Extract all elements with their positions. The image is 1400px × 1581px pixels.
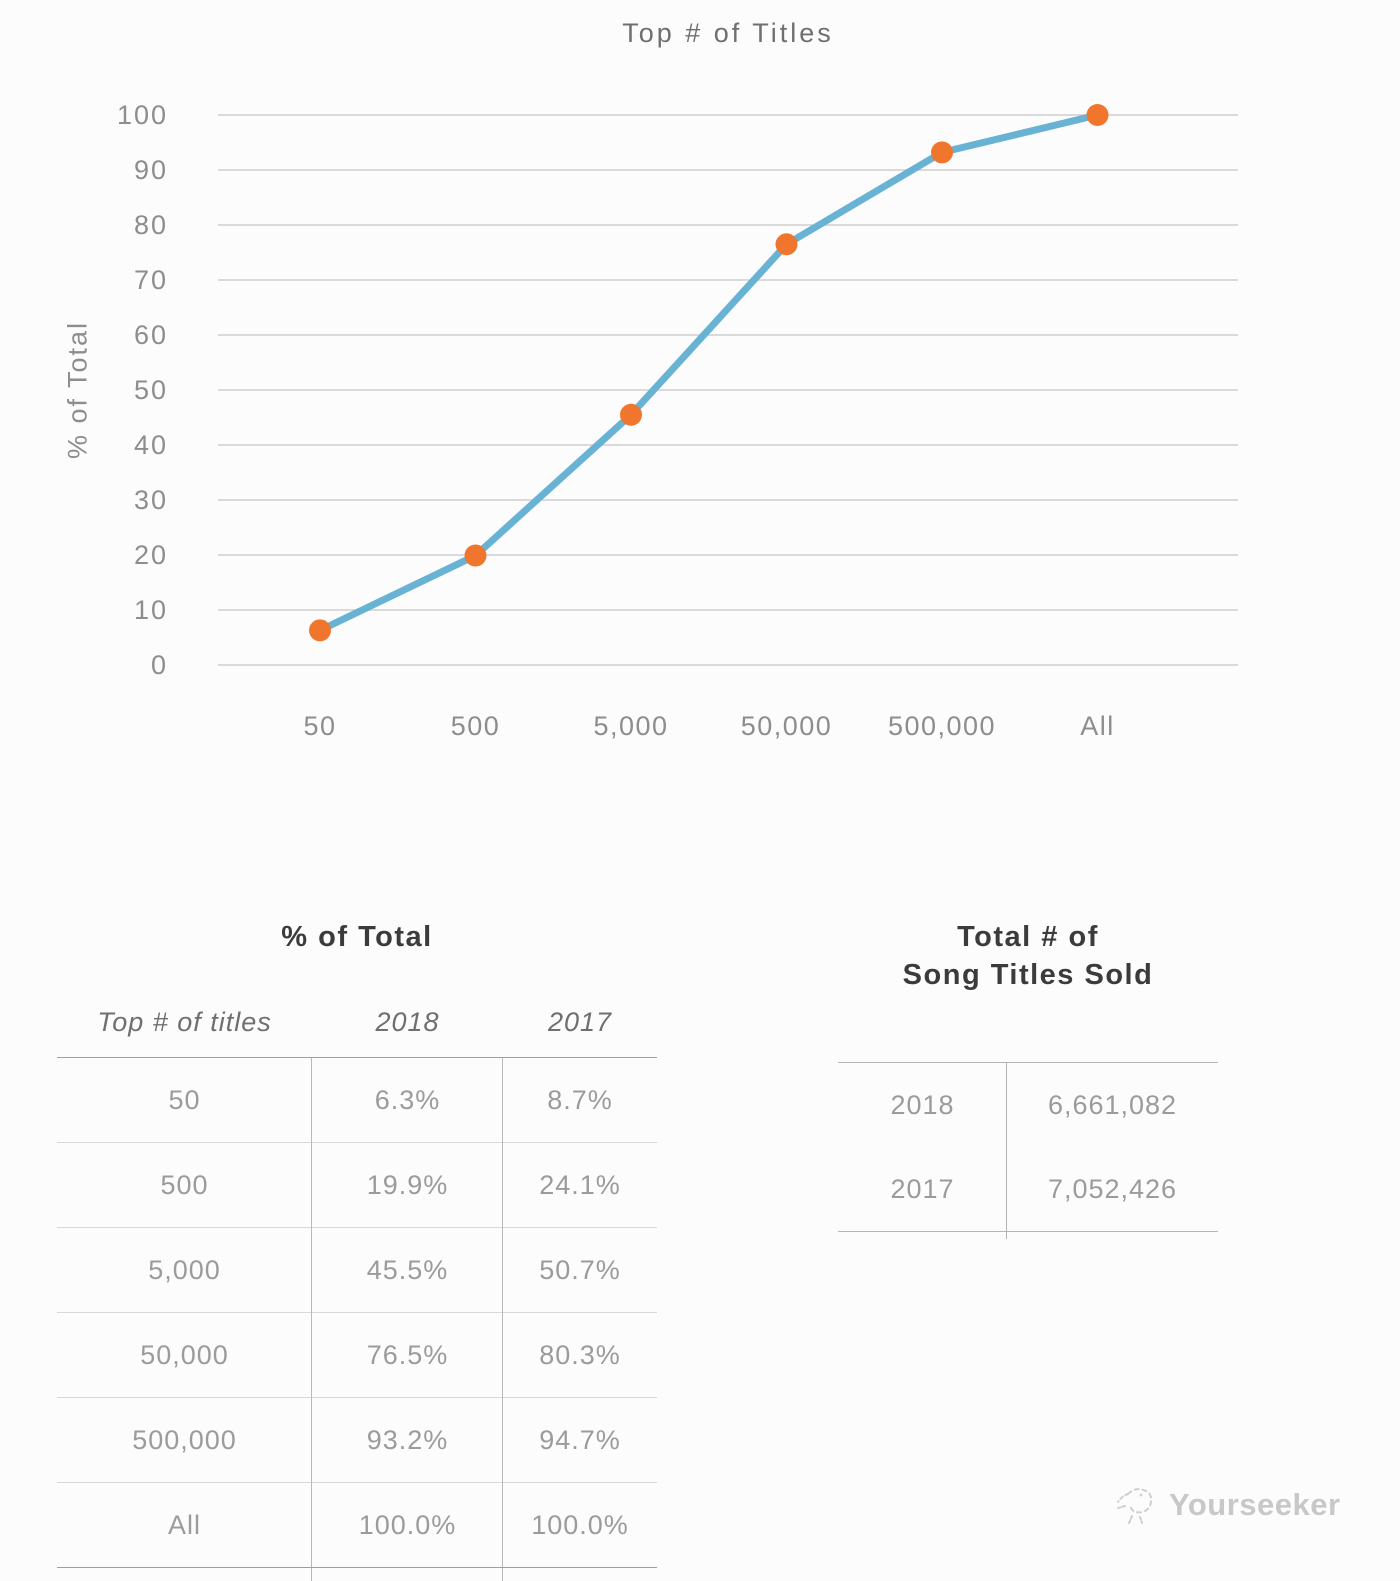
table-cell: 2018	[890, 1089, 955, 1120]
table-cell: 6,661,082	[1047, 1089, 1178, 1120]
table-cell: 50	[168, 1084, 201, 1115]
table-row: 2017 7,052,426	[838, 1147, 1218, 1231]
table-cell: 94.7%	[539, 1424, 621, 1455]
y-tick-label: 10	[134, 595, 168, 625]
y-tick-label: 20	[134, 540, 168, 570]
y-tick-label: 80	[134, 210, 168, 240]
yourseeker-watermark-label: Yourseeker	[1169, 1487, 1341, 1522]
x-tick-label: All	[1080, 711, 1115, 741]
table-cell: 8.7%	[547, 1084, 613, 1115]
table-column-divider	[502, 1058, 503, 1581]
data-point	[309, 619, 331, 642]
titles-sold-table: 2018 6,661,082 2017 7,052,426	[838, 1062, 1218, 1239]
table-row: 2018 6,661,082	[838, 1063, 1218, 1147]
pct-of-total-table: 50 6.3% 8.7% 500 19.9% 24.1% 5,000 45.5% 50.7% 50…	[57, 1057, 657, 1581]
table-cell: 500	[160, 1169, 209, 1200]
watermark: Yourseeker	[1114, 1484, 1341, 1526]
table-cell: 5,000	[148, 1254, 221, 1285]
column-header-2017: 2017	[547, 1006, 613, 1037]
table-cell: 50,000	[140, 1339, 229, 1370]
table-cell: All	[167, 1510, 201, 1540]
table-cell: 100.0%	[531, 1510, 629, 1540]
table-cell: 76.5%	[366, 1339, 449, 1370]
x-tick-label: 500,000	[888, 711, 996, 741]
y-tick-label: 30	[134, 485, 168, 515]
table-cell: 24.1%	[539, 1169, 621, 1200]
x-tick-label: 50,000	[741, 711, 833, 741]
table-row: 50 6.3% 8.7%	[57, 1058, 657, 1143]
data-point	[775, 233, 798, 256]
data-point	[931, 141, 953, 164]
table-cell: 6.3%	[374, 1084, 441, 1115]
y-tick-label: 0	[151, 650, 168, 680]
table-cell: 50.7%	[539, 1254, 621, 1285]
sold-table-title-line2: Song Titles Sold	[902, 959, 1154, 991]
data-point	[1086, 104, 1109, 126]
chart-title: Top # of Titles	[622, 18, 834, 48]
y-tick-label: 100	[117, 100, 168, 130]
table-cell: 19.9%	[366, 1169, 449, 1200]
data-line-2018	[316, 111, 1101, 634]
data-point	[620, 403, 642, 426]
table-cell: 500,000	[132, 1424, 237, 1455]
table-row: 500 19.9% 24.1%	[57, 1143, 657, 1228]
column-header-top-titles: Top # of titles	[97, 1006, 272, 1037]
sold-table-title-line1: Total # of	[957, 921, 1099, 953]
pct-table-column-headers: Top # of titles 2018 2017	[57, 1000, 657, 1044]
table-cell: 45.5%	[366, 1254, 449, 1285]
yourseeker-logo-icon	[1117, 1488, 1153, 1524]
y-tick-label: 60	[134, 320, 168, 350]
y-tick-label: 40	[134, 430, 168, 460]
table-column-divider	[1006, 1063, 1007, 1239]
table-row: All 100.0% 100.0%	[57, 1483, 657, 1568]
sold-table-title: Total # of Song Titles Sold	[838, 918, 1218, 994]
table-cell: 100.0%	[358, 1510, 457, 1540]
table-bottom-border	[57, 1567, 657, 1568]
y-tick-label: 70	[134, 265, 168, 295]
x-tick-label: 5,000	[593, 711, 668, 741]
x-tick-label: 50	[303, 711, 336, 741]
table-cell: 93.2%	[366, 1424, 449, 1455]
table-row: 50,000 76.5% 80.3%	[57, 1313, 657, 1398]
x-tick-label: 500	[451, 711, 501, 741]
y-tick-label: 50	[134, 375, 168, 405]
data-point	[464, 544, 487, 567]
table-cell: 2017	[890, 1173, 955, 1204]
table-column-divider	[311, 1058, 312, 1581]
y-tick-label: 90	[134, 155, 168, 185]
line-chart: 0 10 20 30 40 50 60 70 80 90 100 50 500 5,000 50,000 50…	[117, 100, 1238, 741]
pct-table-title: % of Total	[281, 921, 433, 953]
column-header-2018: 2018	[375, 1006, 440, 1037]
table-row: 500,000 93.2% 94.7%	[57, 1398, 657, 1483]
table-cell: 7,052,426	[1047, 1173, 1178, 1204]
table-row: 5,000 45.5% 50.7%	[57, 1228, 657, 1313]
table-cell: 80.3%	[539, 1339, 621, 1370]
